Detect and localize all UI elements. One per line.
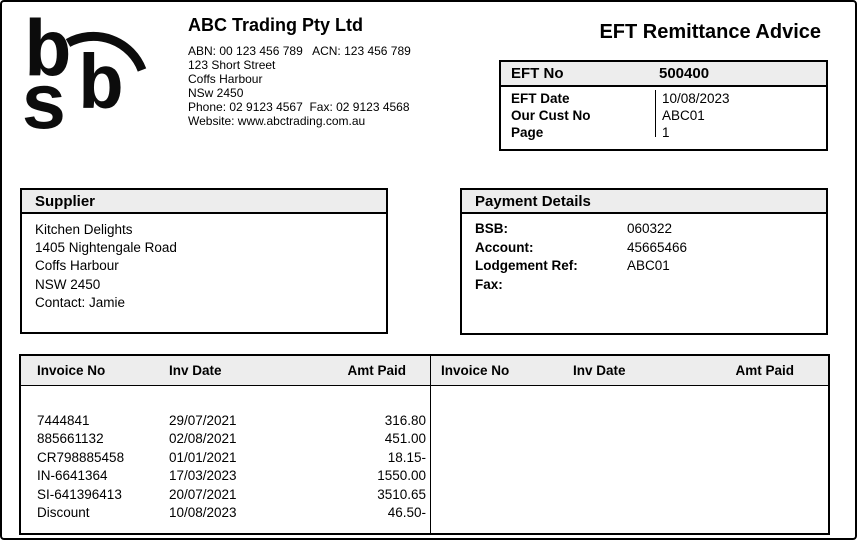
- company-street: 123 Short Street: [188, 58, 276, 72]
- eft-no-value: 500400: [659, 65, 710, 82]
- amt-paid-header: Amt Paid: [347, 363, 406, 378]
- eft-no-label: EFT No: [511, 65, 564, 82]
- company-logo: b b s: [20, 9, 165, 152]
- payment-detail-row: Account: 45665466: [475, 239, 813, 258]
- invoice-row: 885661132 02/08/2021 451.00: [21, 430, 430, 448]
- invoice-table-left-header: Invoice No Inv Date Amt Paid: [21, 356, 430, 386]
- inv-date-cell: 01/01/2021: [169, 449, 237, 465]
- amt-paid-cell: 18.15-: [387, 449, 426, 465]
- payment-detail-row: BSB: 060322: [475, 220, 813, 239]
- supplier-address-line: Coffs Harbour: [35, 258, 119, 274]
- invoice-no-header: Invoice No: [37, 363, 106, 378]
- supplier-header: Supplier: [22, 190, 386, 214]
- invoice-table: Invoice No Inv Date Amt Paid 7444841 29/…: [19, 354, 830, 535]
- company-state-postcode: NSw 2450: [188, 86, 244, 100]
- payment-detail-label: Lodgement Ref:: [475, 258, 578, 273]
- supplier-box: Supplier Kitchen Delights 1405 Nightengal…: [20, 188, 388, 334]
- invoice-row: IN-6641364 17/03/2023 1550.00: [21, 467, 430, 485]
- invoice-no-cell: 885661132: [37, 431, 104, 447]
- supplier-address-line: Kitchen Delights: [35, 222, 133, 237]
- invoice-table-right: Invoice No Inv Date Amt Paid: [431, 356, 828, 533]
- invoice-no-cell: SI-641396413: [37, 486, 122, 502]
- company-website: Website: www.abctrading.com.au: [188, 114, 366, 128]
- inv-date-cell: 10/08/2023: [169, 505, 237, 521]
- page-label: Page: [511, 125, 544, 140]
- invoice-row: 7444841 29/07/2021 316.80: [21, 412, 430, 430]
- invoice-table-right-header: Invoice No Inv Date Amt Paid: [431, 356, 828, 386]
- invoice-table-left: Invoice No Inv Date Amt Paid 7444841 29/…: [21, 356, 431, 533]
- eft-info-values: 10/08/2023 ABC01 1: [655, 90, 730, 140]
- amt-paid-cell: 316.80: [384, 413, 426, 428]
- invoice-no-cell: Discount: [37, 505, 90, 521]
- supplier-address-line: Contact: Jamie: [35, 294, 126, 310]
- amt-paid-header: Amt Paid: [735, 363, 794, 378]
- payment-details-box: Payment Details BSB: 060322 Account: 456…: [460, 188, 828, 335]
- eft-date-value: 10/08/2023: [662, 91, 730, 106]
- invoice-row: Discount 10/08/2023 46.50-: [21, 504, 430, 522]
- payment-detail-row: Lodgement Ref: ABC01: [475, 257, 813, 276]
- eft-no-row: EFT No 500400: [501, 62, 826, 87]
- page-value: 1: [662, 125, 670, 140]
- document-title: EFT Remittance Advice: [599, 21, 821, 43]
- supplier-address-line: NSW 2450: [35, 276, 101, 292]
- company-phone-fax: Phone: 02 9123 4567 Fax: 02 9123 4568: [188, 100, 410, 114]
- amt-paid-cell: 3510.65: [377, 486, 426, 502]
- payment-detail-label: Fax:: [475, 276, 503, 292]
- inv-date-header: Inv Date: [169, 363, 222, 378]
- invoice-no-cell: IN-6641364: [37, 468, 108, 484]
- amt-paid-cell: 1550.00: [377, 468, 426, 484]
- logo-letter-s-bottom: s: [20, 62, 68, 152]
- payment-details-rows: BSB: 060322 Account: 45665466 Lodgement …: [462, 214, 826, 300]
- company-name: ABC Trading Pty Ltd: [188, 15, 363, 35]
- invoice-row: SI-641396413 20/07/2021 3510.65: [21, 486, 430, 504]
- payment-detail-value: ABC01: [627, 258, 670, 273]
- inv-date-cell: 20/07/2021: [169, 486, 237, 502]
- eft-info-body: EFT Date Our Cust No Page 10/08/2023 ABC…: [501, 87, 826, 147]
- inv-date-header: Inv Date: [573, 363, 626, 378]
- inv-date-cell: 29/07/2021: [169, 413, 237, 428]
- our-cust-no-label: Our Cust No: [511, 108, 591, 123]
- invoice-rows-left: 7444841 29/07/2021 316.80 885661132 02/0…: [21, 386, 430, 522]
- eft-info-labels: EFT Date Our Cust No Page: [501, 90, 655, 147]
- payment-details-header: Payment Details: [462, 190, 826, 214]
- company-city: Coffs Harbour: [188, 72, 263, 86]
- inv-date-cell: 02/08/2021: [169, 431, 237, 447]
- logo-arc-icon: [65, 31, 147, 72]
- our-cust-no-value: ABC01: [662, 108, 705, 123]
- logo-letter-b-right: b: [78, 45, 125, 132]
- payment-detail-value: 060322: [627, 221, 673, 236]
- supplier-address-line: 1405 Nightengale Road: [35, 240, 177, 256]
- payment-detail-row: Fax:: [475, 276, 813, 295]
- inv-date-cell: 17/03/2023: [169, 468, 237, 484]
- amt-paid-cell: 46.50-: [387, 505, 426, 521]
- eft-date-label: EFT Date: [511, 91, 570, 106]
- invoice-rows-right: [431, 386, 828, 412]
- payment-detail-value: 45665466: [627, 239, 688, 255]
- invoice-no-cell: CR798885458: [37, 449, 125, 465]
- company-abn-acn: ABN: 00 123 456 789 ACN: 123 456 789: [188, 44, 411, 58]
- supplier-address: Kitchen Delights 1405 Nightengale Road Cof…: [22, 214, 386, 319]
- payment-detail-label: Account:: [475, 239, 534, 255]
- company-details: ABC Trading Pty Ltd ABN: 00 123 456 789 …: [188, 15, 411, 128]
- eft-info-table: EFT No 500400 EFT Date Our Cust No Page …: [499, 60, 828, 151]
- invoice-row: CR798885458 01/01/2021 18.15-: [21, 449, 430, 467]
- invoice-no-header: Invoice No: [441, 363, 510, 378]
- payment-detail-label: BSB:: [475, 221, 508, 236]
- invoice-no-cell: 7444841: [37, 413, 90, 428]
- amt-paid-cell: 451.00: [384, 431, 426, 447]
- logo-letter-b-top: b: [24, 9, 73, 100]
